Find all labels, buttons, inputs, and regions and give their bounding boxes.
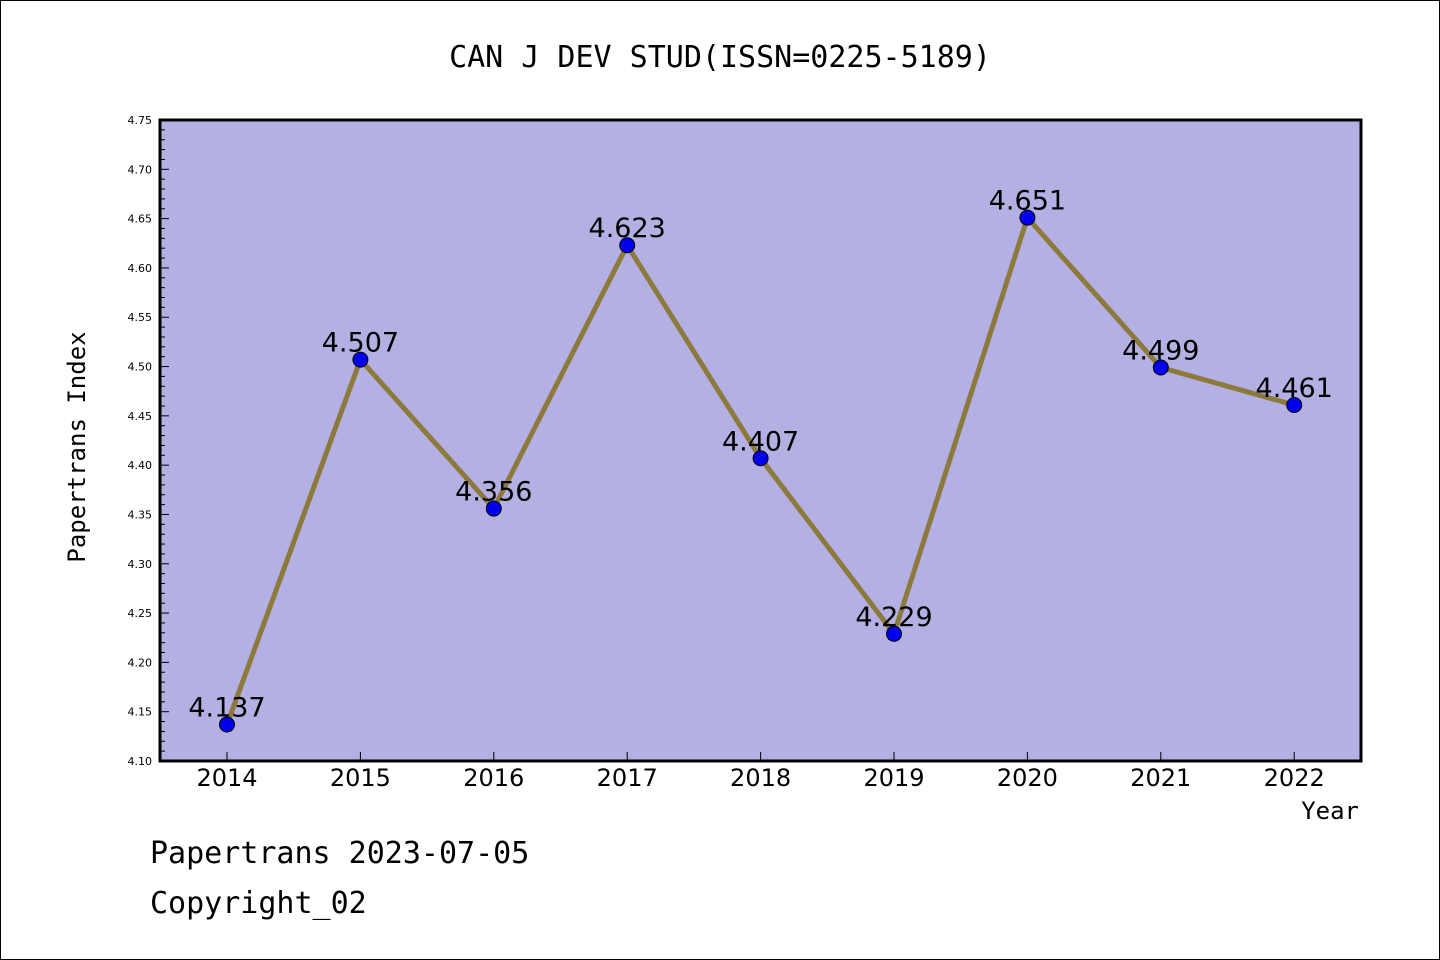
y-tick-label: 4.50 bbox=[128, 361, 153, 374]
data-point bbox=[352, 351, 369, 368]
y-tick-label: 4.70 bbox=[128, 163, 153, 176]
x-tick-label: 2022 bbox=[1264, 764, 1325, 792]
y-tick-label: 4.65 bbox=[128, 213, 153, 226]
data-label: 4.137 bbox=[188, 693, 265, 724]
footer-date-line: Papertrans 2023-07-05 bbox=[150, 836, 530, 871]
data-point bbox=[619, 237, 636, 254]
y-tick-label: 4.60 bbox=[128, 262, 153, 275]
plot-area bbox=[158, 118, 1363, 763]
y-axis-ticks: 4.10 4.15 4.20 4.25 4.30 4.35 4.40 4.45 4.50 4.55… bbox=[128, 114, 169, 768]
data-label: 4.651 bbox=[989, 186, 1066, 217]
y-tick-label: 4.15 bbox=[128, 706, 153, 719]
x-tick-label: 2020 bbox=[997, 764, 1058, 792]
x-axis-ticks: 2014 2015 2016 2017 2018 2019 2020 2021 2022 bbox=[196, 752, 1325, 792]
y-tick-label: 4.55 bbox=[128, 311, 153, 324]
data-label: 4.356 bbox=[455, 477, 532, 508]
data-point bbox=[1019, 209, 1036, 226]
data-label: 4.461 bbox=[1256, 373, 1333, 404]
data-point bbox=[886, 625, 902, 642]
data-label: 4.623 bbox=[589, 213, 666, 244]
data-point bbox=[1286, 396, 1303, 413]
data-labels: 4.137 4.507 4.356 4.623 4.407 4.229 4.651 4.499… bbox=[188, 186, 1332, 724]
y-axis-label: Papertrans Index bbox=[63, 331, 91, 562]
y-tick-label: 4.35 bbox=[128, 508, 153, 521]
x-tick-label: 2016 bbox=[463, 764, 524, 792]
data-markers bbox=[219, 209, 1303, 733]
x-tick-label: 2017 bbox=[597, 764, 658, 792]
x-axis-label: Year bbox=[1301, 797, 1359, 825]
x-tick-label: 2015 bbox=[330, 764, 391, 792]
y-tick-label: 4.20 bbox=[128, 656, 153, 669]
data-label: 4.407 bbox=[722, 426, 799, 457]
x-tick-label: 2018 bbox=[730, 764, 791, 792]
y-tick-label: 4.25 bbox=[128, 607, 153, 620]
footer-copyright: Copyright_02 bbox=[150, 886, 367, 921]
data-label: 4.507 bbox=[322, 328, 399, 359]
y-tick-label: 4.30 bbox=[128, 558, 153, 571]
data-label: 4.229 bbox=[855, 602, 932, 633]
data-point bbox=[752, 450, 769, 467]
data-point bbox=[1152, 359, 1169, 376]
data-point bbox=[485, 500, 502, 517]
data-label: 4.499 bbox=[1122, 336, 1199, 367]
chart-title: CAN J DEV STUD(ISSN=0225-5189) bbox=[449, 40, 991, 75]
y-tick-label: 4.75 bbox=[128, 114, 153, 127]
x-tick-label: 2019 bbox=[863, 764, 924, 792]
x-tick-label: 2021 bbox=[1130, 764, 1191, 792]
y-tick-label: 4.45 bbox=[128, 410, 153, 423]
x-tick-label: 2014 bbox=[196, 764, 257, 792]
y-tick-label: 4.40 bbox=[128, 459, 153, 472]
y-tick-label: 4.10 bbox=[128, 755, 153, 768]
data-point bbox=[219, 716, 235, 733]
